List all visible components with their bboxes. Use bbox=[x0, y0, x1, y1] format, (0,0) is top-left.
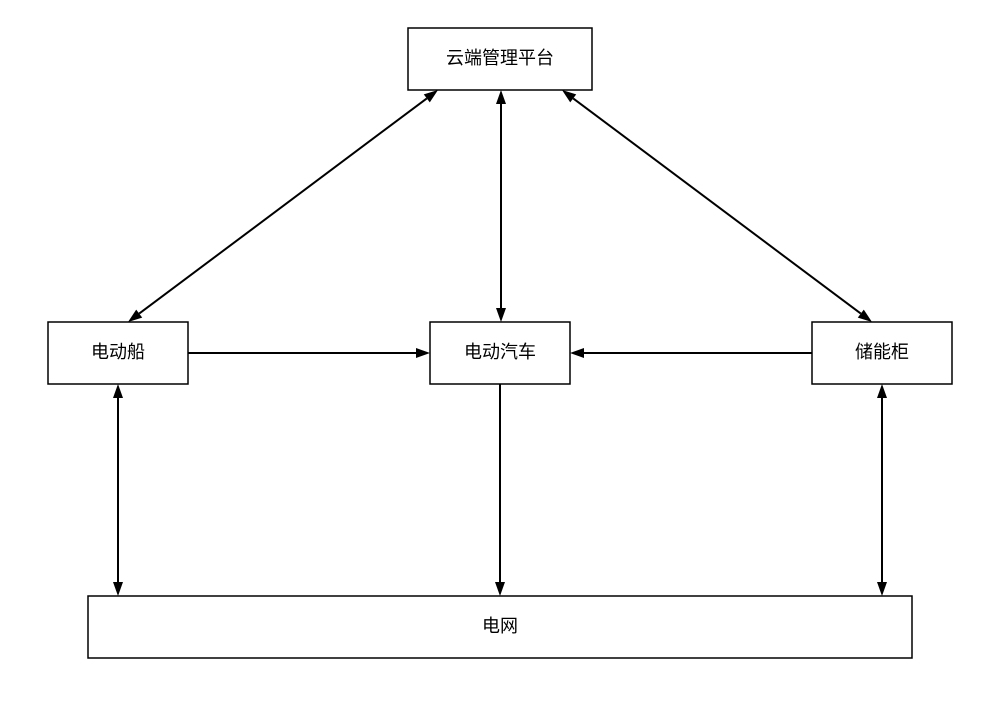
system-flowchart: 云端管理平台电动船 电动汽车 储能柜电网 bbox=[0, 0, 1000, 712]
arrowhead bbox=[424, 90, 438, 102]
node-cloud: 云端管理平台 bbox=[408, 28, 592, 90]
arrowhead bbox=[877, 582, 887, 596]
arrowhead bbox=[570, 348, 584, 358]
node-boat: 电动船 bbox=[48, 322, 188, 384]
arrowhead bbox=[496, 308, 506, 322]
node-storage: 储能柜 bbox=[812, 322, 952, 384]
arrowhead bbox=[496, 90, 506, 104]
arrowhead bbox=[877, 384, 887, 398]
arrowhead bbox=[128, 310, 142, 322]
arrowhead bbox=[416, 348, 430, 358]
arrowhead bbox=[858, 310, 872, 322]
node-label-boat: 电动船 bbox=[91, 342, 145, 362]
arrowhead bbox=[495, 582, 505, 596]
arrowhead bbox=[562, 90, 576, 102]
node-label-storage: 储能柜 bbox=[855, 342, 909, 362]
node-grid: 电网 bbox=[88, 596, 912, 658]
node-car: 电动汽车 bbox=[430, 322, 570, 384]
edge-cloud-boat bbox=[139, 98, 427, 313]
node-label-grid: 电网 bbox=[482, 616, 518, 636]
arrowhead bbox=[113, 384, 123, 398]
arrowhead bbox=[113, 582, 123, 596]
edge-cloud-storage bbox=[573, 98, 861, 313]
node-label-cloud: 云端管理平台 bbox=[446, 48, 554, 68]
node-label-car: 电动汽车 bbox=[464, 342, 536, 362]
